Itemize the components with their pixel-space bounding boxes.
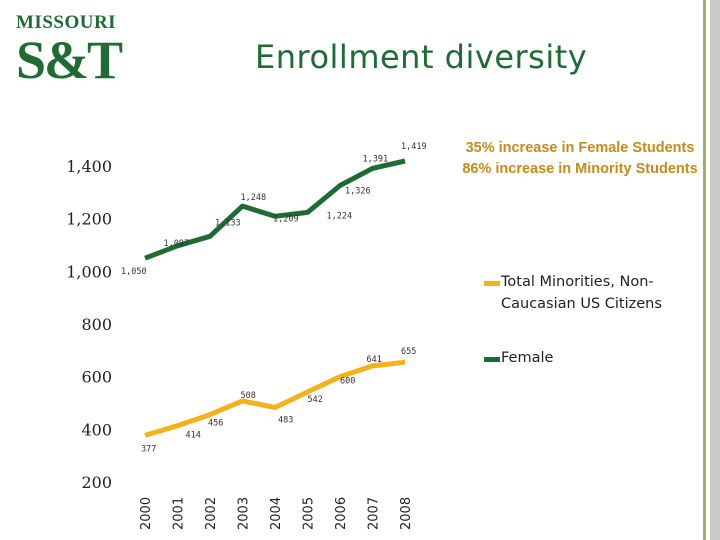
data-label: 1,326: [345, 187, 371, 197]
data-label: 1,133: [215, 218, 241, 228]
x-tick-label: 2008: [399, 497, 414, 530]
data-label: 1,391: [363, 154, 389, 164]
legend-item-female: Female: [484, 347, 674, 369]
y-tick-label: 1,000: [66, 262, 112, 281]
logo-line1: MISSOURI: [16, 12, 117, 33]
legend-swatch-female: [484, 357, 500, 362]
data-label: 641: [367, 355, 382, 365]
y-tick-label: 200: [81, 473, 112, 492]
data-label: 1,419: [401, 142, 427, 152]
right-rail-accent: [703, 0, 706, 540]
series-line-minorities: [144, 359, 406, 438]
legend-label-minorities: Total Minorities, Non-Caucasian US Citiz…: [501, 274, 662, 312]
data-label: 600: [340, 377, 355, 387]
y-tick-label: 1,400: [66, 157, 112, 176]
x-tick-label: 2004: [269, 497, 284, 530]
data-label: 1,248: [241, 193, 267, 203]
legend-item-minorities: Total Minorities, Non-Caucasian US Citiz…: [484, 271, 674, 315]
x-tick-label: 2006: [334, 497, 349, 530]
y-tick-label: 1,200: [66, 210, 112, 229]
data-label: 1,097: [164, 239, 190, 249]
x-tick-label: 2001: [172, 497, 187, 530]
data-label: 456: [208, 419, 223, 429]
right-rail: [710, 0, 720, 540]
annotation-box: 35% increase in Female Students 86% incr…: [440, 138, 720, 180]
data-label: 542: [308, 395, 323, 405]
data-label: 1,050: [121, 267, 147, 277]
data-label: 508: [241, 391, 256, 401]
legend-label-female: Female: [501, 350, 554, 366]
data-label: 1,209: [273, 214, 299, 224]
legend-swatch-minorities: [484, 281, 500, 286]
page-title: Enrollment diversity: [255, 38, 588, 76]
x-tick-label: 2005: [302, 497, 317, 530]
x-tick-label: 2000: [139, 497, 154, 530]
logo: MISSOURI S&T: [16, 12, 126, 90]
x-tick-label: 2002: [204, 497, 219, 530]
data-label: 655: [401, 347, 416, 357]
data-label: 414: [186, 431, 201, 441]
logo-line2: S&T: [16, 30, 123, 90]
y-tick-label: 600: [81, 368, 112, 387]
annotation-line-2: 86% increase in Minority Students: [462, 161, 698, 177]
annotation-line-1: 35% increase in Female Students: [465, 140, 695, 156]
y-tick-label: 800: [81, 315, 112, 334]
y-tick-label: 400: [81, 420, 112, 439]
data-label: 377: [141, 444, 156, 454]
data-label: 483: [278, 415, 293, 425]
x-tick-label: 2003: [237, 497, 252, 530]
x-tick-label: 2007: [367, 497, 382, 530]
data-label: 1,224: [327, 211, 353, 221]
